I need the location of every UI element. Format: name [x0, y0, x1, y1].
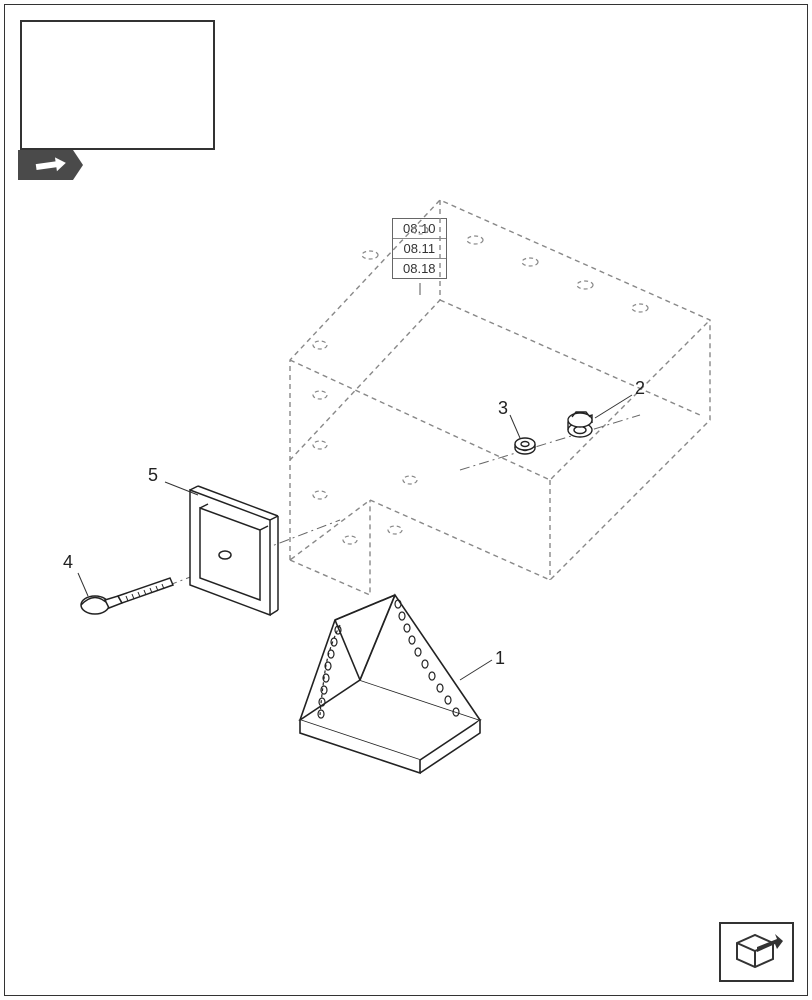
callout-1: 1	[495, 648, 505, 669]
callout-3: 3	[498, 398, 508, 419]
callout-5: 5	[148, 465, 158, 486]
callout-4: 4	[63, 552, 73, 573]
box-arrow-icon	[729, 931, 784, 973]
technical-drawing	[0, 0, 812, 1000]
nav-icon-box[interactable]	[719, 922, 794, 982]
callout-2: 2	[635, 378, 645, 399]
